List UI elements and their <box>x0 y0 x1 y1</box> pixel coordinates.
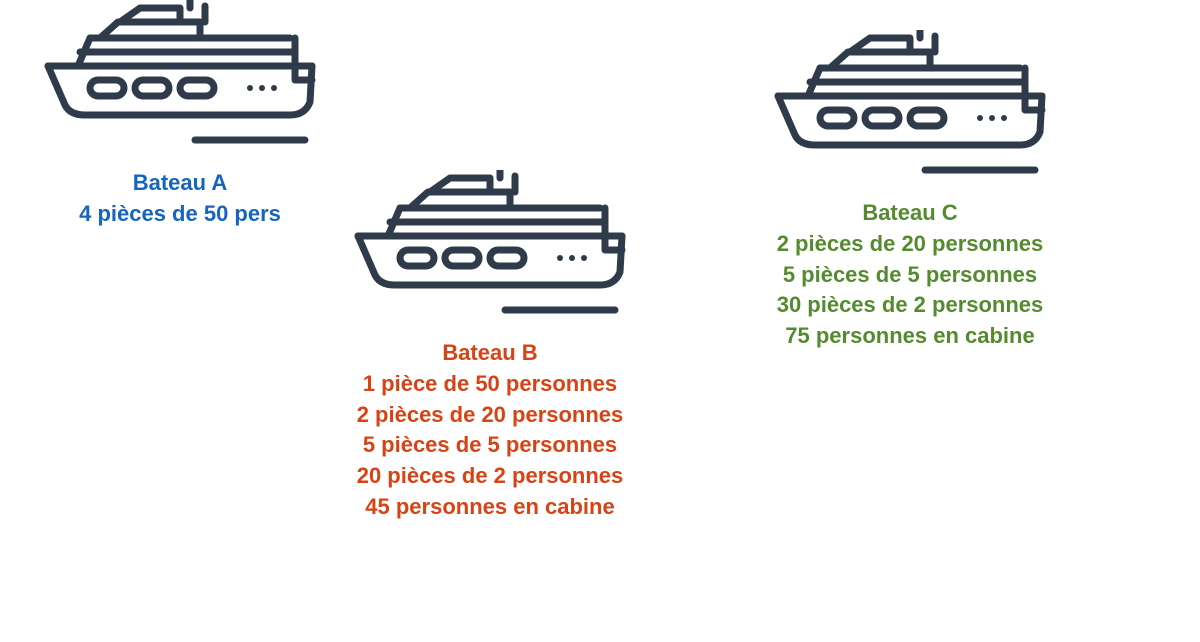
boat-b-title: Bateau B <box>357 338 624 369</box>
boat-a-icon <box>30 0 330 160</box>
boat-c-line-1: 5 pièces de 5 personnes <box>777 260 1044 291</box>
boat-a-caption: Bateau A 4 pièces de 50 pers <box>79 168 281 230</box>
boat-b-icon <box>340 170 640 330</box>
boat-c-icon <box>760 30 1060 190</box>
boat-c-title: Bateau C <box>777 198 1044 229</box>
boat-b-line-1: 2 pièces de 20 personnes <box>357 400 624 431</box>
boat-b-caption: Bateau B 1 pièce de 50 personnes 2 pièce… <box>357 338 624 523</box>
boat-b-group: Bateau B 1 pièce de 50 personnes 2 pièce… <box>340 170 640 523</box>
boat-c-line-2: 30 pièces de 2 personnes <box>777 290 1044 321</box>
boat-b-line-3: 20 pièces de 2 personnes <box>357 461 624 492</box>
boat-a-line-0: 4 pièces de 50 pers <box>79 199 281 230</box>
boat-a-title: Bateau A <box>79 168 281 199</box>
boat-b-line-0: 1 pièce de 50 personnes <box>357 369 624 400</box>
boat-c-line-0: 2 pièces de 20 personnes <box>777 229 1044 260</box>
boat-b-line-2: 5 pièces de 5 personnes <box>357 430 624 461</box>
boat-b-line-4: 45 personnes en cabine <box>357 492 624 523</box>
boat-c-line-3: 75 personnes en cabine <box>777 321 1044 352</box>
boat-c-caption: Bateau C 2 pièces de 20 personnes 5 pièc… <box>777 198 1044 352</box>
boat-a-group: Bateau A 4 pièces de 50 pers <box>30 0 330 230</box>
boat-c-group: Bateau C 2 pièces de 20 personnes 5 pièc… <box>760 30 1060 352</box>
